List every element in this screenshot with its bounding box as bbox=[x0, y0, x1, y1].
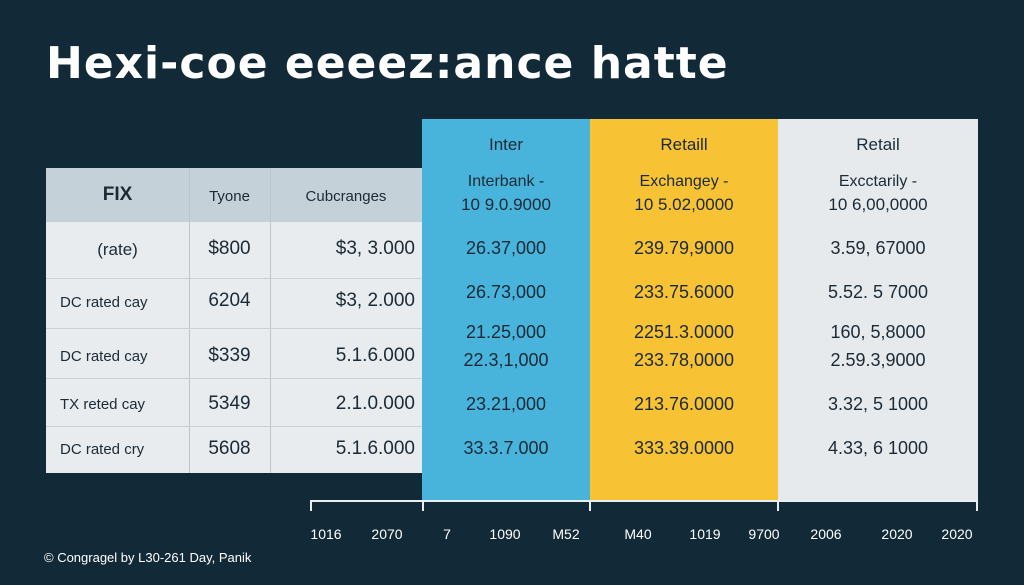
row-type-value: 6204 bbox=[208, 290, 251, 311]
retail-column-grey: Retail Excctarily - 10 6,00,0000 3.59, 6… bbox=[778, 119, 978, 501]
axis-label: 1016 bbox=[310, 526, 342, 542]
page-title: Hexi-coe eeeez:ance hatte bbox=[46, 38, 729, 89]
column-divider bbox=[189, 168, 190, 473]
header-fix: FIX bbox=[102, 184, 133, 205]
fix-table: FIX Tyone Cubcranges (rate) $800 $3, 3.0… bbox=[46, 168, 422, 473]
axis-label: M40 bbox=[624, 526, 652, 542]
axis-label: 1090 bbox=[489, 526, 521, 542]
column-value: 2.59.3,9000 bbox=[830, 350, 926, 370]
row-label: DC rated cay bbox=[60, 294, 148, 311]
column-value: 3.59, 67000 bbox=[830, 238, 926, 258]
row-range-value: 5.1.6.000 bbox=[335, 345, 415, 366]
row-range-value: $3, 3.000 bbox=[335, 238, 415, 259]
column-value: 213.76.0000 bbox=[633, 394, 735, 414]
column-value: 233.75.6000 bbox=[633, 282, 735, 302]
inter-column: Inter Interbank - 10 9.0.9000 26.37,000 … bbox=[422, 119, 590, 501]
column-value: 23.21,000 bbox=[465, 394, 547, 414]
column-header: Inter bbox=[488, 135, 524, 154]
fix-table-header bbox=[46, 168, 422, 222]
column-subvalue: 10 5.02,0000 bbox=[634, 195, 734, 214]
column-header: Retaill bbox=[660, 135, 708, 154]
row-divider bbox=[46, 378, 422, 379]
row-type-value: 5349 bbox=[208, 393, 251, 414]
retail-column-yellow: Retaill Exchangey - 10 5.02,0000 239.79,… bbox=[590, 119, 778, 501]
axis-tick bbox=[976, 500, 978, 511]
column-value: 2251.3.0000 bbox=[633, 322, 735, 342]
axis-label: 2006 bbox=[810, 526, 842, 542]
axis-tick bbox=[777, 500, 779, 511]
column-value: 33.3.7.000 bbox=[463, 438, 549, 458]
column-value: 239.79,9000 bbox=[633, 238, 735, 258]
column-value: 21.25,000 bbox=[465, 322, 547, 342]
column-value: 233.78,0000 bbox=[633, 350, 735, 370]
row-label: DC rated cay bbox=[60, 348, 148, 365]
column-value: 4.33, 6 1000 bbox=[827, 438, 929, 458]
column-divider bbox=[270, 168, 271, 473]
row-range-value: $3, 2.000 bbox=[335, 290, 415, 311]
column-value: 3.32, 5 1000 bbox=[827, 394, 929, 414]
column-value: 22.3,1,000 bbox=[463, 350, 549, 370]
column-subheader: Excctarily - bbox=[838, 173, 918, 190]
row-range-value: 5.1.6.000 bbox=[335, 438, 415, 459]
axis-label: 1019 bbox=[689, 526, 721, 542]
row-type-value: $339 bbox=[208, 345, 251, 366]
axis-label: 2020 bbox=[881, 526, 913, 542]
column-header: Retail bbox=[856, 135, 900, 154]
column-subheader: Exchangey - bbox=[639, 173, 729, 190]
axis-label: 2020 bbox=[941, 526, 973, 542]
column-subvalue: 10 9.0.9000 bbox=[461, 195, 551, 214]
column-subheader: Interbank - bbox=[467, 173, 545, 190]
row-divider bbox=[46, 426, 422, 427]
column-value: 160, 5,8000 bbox=[830, 322, 926, 342]
row-label: DC rated cry bbox=[60, 441, 145, 458]
copyright-text: © Congragel by L30-261 Day, Panik bbox=[44, 550, 252, 565]
row-range-value: 2.1.0.000 bbox=[335, 393, 415, 414]
column-value: 5.52. 5 7000 bbox=[827, 282, 929, 302]
axis-tick bbox=[589, 500, 591, 511]
x-axis-line bbox=[310, 500, 978, 502]
row-type-value: $800 bbox=[208, 238, 251, 259]
row-divider bbox=[46, 328, 422, 329]
row-divider bbox=[46, 278, 422, 279]
column-value: 26.37,000 bbox=[465, 238, 547, 258]
header-cubcranges: Cubcranges bbox=[305, 188, 387, 205]
axis-tick bbox=[422, 500, 424, 511]
column-value: 333.39.0000 bbox=[633, 438, 735, 458]
row-type-value: 5608 bbox=[208, 438, 251, 459]
axis-label: 7 bbox=[443, 526, 451, 542]
axis-label: M52 bbox=[552, 526, 580, 542]
header-tyone: Tyone bbox=[209, 188, 250, 205]
row-label: TX reted cay bbox=[60, 396, 146, 413]
axis-label: 2070 bbox=[371, 526, 403, 542]
axis-label: 9700 bbox=[748, 526, 780, 542]
row-label: (rate) bbox=[97, 240, 138, 259]
column-subvalue: 10 6,00,0000 bbox=[828, 195, 928, 214]
axis-tick bbox=[310, 500, 312, 511]
column-value: 26.73,000 bbox=[465, 282, 547, 302]
